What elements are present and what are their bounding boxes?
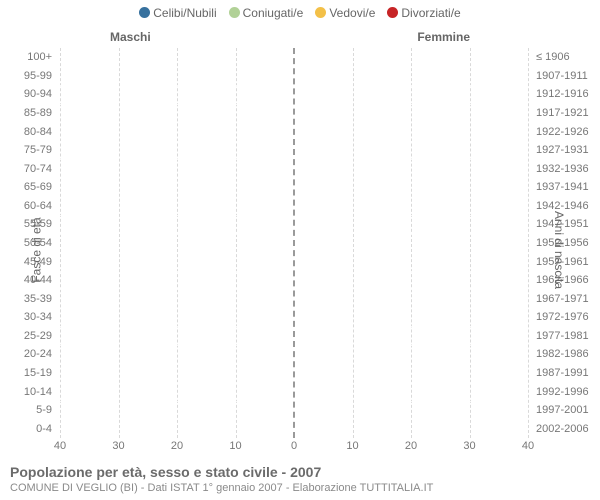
x-tick: 20 — [405, 440, 417, 452]
y-left-tick: 95-99 — [24, 70, 52, 82]
x-tick: 0 — [291, 440, 297, 452]
zero-line — [293, 48, 295, 438]
chart-subtitle: COMUNE DI VEGLIO (BI) - Dati ISTAT 1° ge… — [10, 482, 433, 494]
y-left-tick: 0-4 — [36, 423, 52, 435]
x-tick: 40 — [54, 440, 66, 452]
label-femmine: Femmine — [417, 30, 470, 44]
y-left-tick: 5-9 — [36, 404, 52, 416]
y-right-tick: 1912-1916 — [536, 88, 589, 100]
y-right-tick: 1972-1976 — [536, 311, 589, 323]
y-right-tick: ≤ 1906 — [536, 51, 570, 63]
y-right-tick: 1917-1921 — [536, 107, 589, 119]
y-left-tick: 75-79 — [24, 144, 52, 156]
legend: Celibi/Nubili Coniugati/e Vedovi/e Divorzia… — [0, 6, 600, 20]
legend-label: Celibi/Nubili — [153, 6, 216, 20]
x-tick: 10 — [229, 440, 241, 452]
x-tick: 30 — [112, 440, 124, 452]
y-right-tick: 1992-1996 — [536, 386, 589, 398]
y-left-tick: 90-94 — [24, 88, 52, 100]
y-right-tick: 1987-1991 — [536, 367, 589, 379]
grid-line — [528, 48, 529, 438]
chart-title: Popolazione per età, sesso e stato civil… — [10, 464, 433, 480]
y-left-tick: 85-89 — [24, 107, 52, 119]
footer: Popolazione per età, sesso e stato civil… — [10, 464, 433, 494]
y-right-tick: 1937-1941 — [536, 181, 589, 193]
x-axis: 40302010010203040 — [60, 440, 528, 454]
y-title-left: Fasce di età — [30, 217, 44, 282]
y-left-tick: 25-29 — [24, 330, 52, 342]
y-right-tick: 1932-1936 — [536, 163, 589, 175]
y-right-tick: 1997-2001 — [536, 404, 589, 416]
y-left-tick: 30-34 — [24, 311, 52, 323]
legend-label: Coniugati/e — [243, 6, 304, 20]
y-left-tick: 70-74 — [24, 163, 52, 175]
y-left-tick: 80-84 — [24, 126, 52, 138]
x-tick: 30 — [463, 440, 475, 452]
y-left-tick: 60-64 — [24, 200, 52, 212]
x-tick: 20 — [171, 440, 183, 452]
y-right-tick: 1927-1931 — [536, 144, 589, 156]
y-left-tick: 35-39 — [24, 293, 52, 305]
legend-label: Divorziati/e — [401, 6, 460, 20]
legend-item: Coniugati/e — [229, 6, 304, 20]
legend-item: Vedovi/e — [315, 6, 375, 20]
legend-swatch — [229, 7, 240, 18]
y-right-tick: 2002-2006 — [536, 423, 589, 435]
y-left-tick: 100+ — [27, 51, 52, 63]
y-right-tick: 1982-1986 — [536, 348, 589, 360]
label-maschi: Maschi — [110, 30, 151, 44]
y-left-tick: 15-19 — [24, 367, 52, 379]
y-left-tick: 10-14 — [24, 386, 52, 398]
legend-swatch — [139, 7, 150, 18]
legend-swatch — [387, 7, 398, 18]
plot-area — [60, 48, 528, 438]
legend-label: Vedovi/e — [329, 6, 375, 20]
y-right-tick: 1977-1981 — [536, 330, 589, 342]
legend-item: Divorziati/e — [387, 6, 460, 20]
y-left-tick: 65-69 — [24, 181, 52, 193]
y-right-tick: 1922-1926 — [536, 126, 589, 138]
x-tick: 10 — [346, 440, 358, 452]
y-right-tick: 1907-1911 — [536, 70, 588, 82]
y-right-tick: 1967-1971 — [536, 293, 589, 305]
y-title-right: Anni di nascita — [552, 211, 566, 289]
x-tick: 40 — [522, 440, 534, 452]
legend-item: Celibi/Nubili — [139, 6, 216, 20]
legend-swatch — [315, 7, 326, 18]
y-left-tick: 20-24 — [24, 348, 52, 360]
pyramid-chart: Celibi/Nubili Coniugati/e Vedovi/e Divorzia… — [0, 0, 600, 500]
